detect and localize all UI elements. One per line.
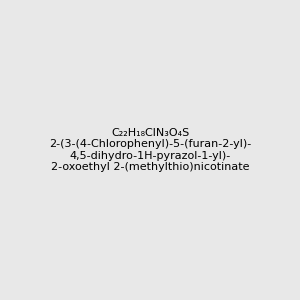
- Text: C₂₂H₁₈ClN₃O₄S
2-(3-(4-Chlorophenyl)-5-(furan-2-yl)-
4,5-dihydro-1H-pyrazol-1-yl): C₂₂H₁₈ClN₃O₄S 2-(3-(4-Chlorophenyl)-5-(f…: [49, 128, 251, 172]
